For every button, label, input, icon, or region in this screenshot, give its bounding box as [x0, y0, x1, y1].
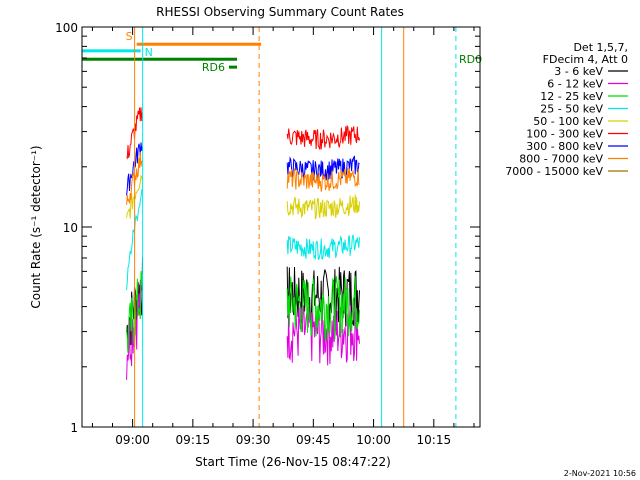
legend-entry-label: 25 - 50 keV — [540, 103, 603, 116]
flag-bar-rd0 — [82, 57, 238, 61]
x-tick-label: 10:15 — [417, 433, 452, 447]
y-tick-label: 10 — [63, 221, 78, 235]
y-axis-label: Count Rate (s⁻¹ detector⁻¹) — [29, 145, 43, 308]
x-tick-label: 09:45 — [296, 433, 331, 447]
legend-entry-label: 7000 - 15000 keV — [505, 165, 603, 178]
legend-entry-label: 50 - 100 keV — [533, 115, 603, 128]
series-trace — [286, 275, 360, 341]
footer-date: 2-Nov-2021 10:56 — [564, 469, 636, 478]
legend-entry-label: 3 - 6 keV — [554, 65, 603, 78]
series-trace — [286, 167, 360, 192]
x-tick-label: 09:30 — [236, 433, 271, 447]
x-tick-label: 10:00 — [356, 433, 391, 447]
y-tick-label: 1 — [70, 421, 78, 435]
x-tick-label: 09:00 — [115, 433, 150, 447]
flag-label-n: N — [145, 46, 153, 59]
series-trace — [286, 124, 360, 150]
series-trace — [286, 304, 360, 366]
flag-label-rd0: RD0 — [459, 53, 482, 66]
x-axis-label: Start Time (26-Nov-15 08:47:22) — [195, 455, 391, 469]
series-trace — [286, 266, 360, 330]
flag-bars: SN RD0 RD6 — [82, 30, 482, 74]
legend-entry-label: 800 - 7000 keV — [519, 153, 603, 166]
legend-entry-label: 6 - 12 keV — [547, 78, 603, 91]
legend-entry-label: 100 - 300 keV — [526, 128, 603, 141]
series-trace — [286, 194, 360, 220]
x-axis-ticks: 09:00 09:15 09:30 09:45 10:00 10:15 — [91, 27, 475, 447]
chart-title: RHESSI Observing Summary Count Rates — [156, 5, 404, 19]
series-trace — [286, 234, 360, 261]
legend-header-line: FDecim 4, Att 0 — [543, 53, 628, 66]
flag-label-s: S — [126, 30, 133, 43]
y-tick-label: 100 — [55, 21, 78, 35]
flag-label-rd6: RD6 — [202, 61, 225, 74]
legend-entry-label: 12 - 25 keV — [540, 90, 603, 103]
x-tick-label: 09:15 — [176, 433, 211, 447]
legend-header-line: Det 1,5,7, — [573, 41, 628, 54]
series-trace — [286, 155, 360, 182]
legend-entry-label: 300 - 800 keV — [526, 140, 603, 153]
flag-bar-rd6 — [228, 65, 238, 69]
flag-bar-s — [136, 42, 262, 46]
flag-bar-n — [82, 49, 141, 53]
y-axis-ticks: 1 10 100 — [55, 21, 480, 435]
vertical-markers — [134, 27, 457, 427]
